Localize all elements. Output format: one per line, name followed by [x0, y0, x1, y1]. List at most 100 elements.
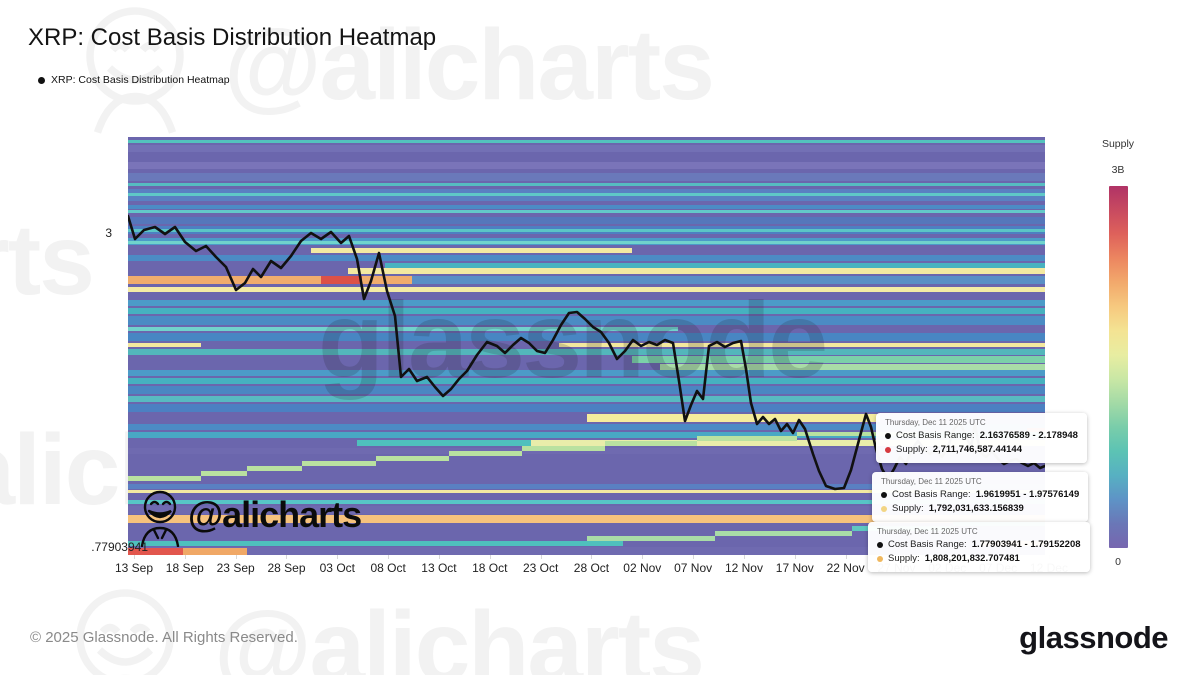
y-axis-label-bottom: .77903941 [91, 540, 148, 554]
x-axis-tick [438, 555, 440, 559]
heatmap-band [128, 404, 1045, 412]
glassnode-logo: glassnode [1019, 620, 1168, 655]
x-axis-label: 17 Nov [775, 561, 814, 575]
supply-dot-icon [881, 505, 887, 512]
heatmap-band [247, 466, 303, 471]
x-axis-tick [184, 555, 186, 559]
heatmap-band [128, 378, 1045, 384]
heatmap-band [128, 424, 1045, 430]
tooltip-range-label: Cost Basis Range: [892, 489, 971, 500]
x-axis-label: 07 Nov [674, 561, 713, 575]
heatmap-band [714, 531, 853, 536]
heatmap-band [128, 327, 679, 331]
alicharts-face-watermark-icon [86, 7, 184, 134]
x-axis-tick [489, 555, 491, 559]
tooltip-date: Thursday, Dec 11 2025 UTC [885, 418, 986, 427]
x-axis-label: 23 Sep [216, 561, 255, 575]
heatmap-band [302, 461, 376, 466]
tooltip-range-label: Cost Basis Range: [888, 539, 967, 550]
x-axis-tick [693, 555, 695, 559]
x-axis-label: 12 Nov [724, 561, 763, 575]
heatmap-band [696, 436, 798, 441]
heatmap-band [375, 456, 449, 461]
legend-item[interactable]: XRP: Cost Basis Distribution Heatmap [38, 74, 230, 86]
watermark-text: @alicharts [214, 590, 705, 675]
x-axis-tick [591, 555, 593, 559]
heatmap-band [183, 548, 248, 555]
heatmap-band [348, 268, 1045, 274]
heatmap-band [558, 343, 1045, 347]
heatmap-band [201, 471, 248, 476]
heatmap-band [128, 333, 1045, 341]
x-axis-label: 18 Sep [165, 561, 204, 575]
heatmap-band [128, 217, 1045, 224]
colorbar-min-label: 0 [1115, 556, 1121, 568]
heatmap-band [128, 173, 1045, 181]
x-axis-label: 13 Sep [114, 561, 154, 575]
x-axis-label: 02 Nov [623, 561, 662, 575]
supply-dot-icon [877, 555, 883, 562]
heatmap-band [128, 548, 184, 555]
tooltip-cell-1: Thursday, Dec 11 2025 UTC Cost Basis Ran… [876, 413, 1087, 463]
supply-dot-icon [885, 446, 891, 453]
tooltip-supply-value: 2,711,746,587.44144 [932, 443, 1022, 455]
heatmap-band [128, 255, 1045, 261]
x-axis-label: 13 Oct [421, 561, 457, 575]
heatmap-band [357, 440, 532, 446]
heatmap-band [128, 500, 1045, 504]
watermark-text: @alicharts [224, 8, 715, 121]
tooltip-cell-3: Thursday, Dec 11 2025 UTC Cost Basis Ran… [868, 522, 1090, 572]
heatmap-band [128, 541, 624, 546]
x-axis-tick [134, 555, 135, 559]
tooltip-supply-label: Supply: [888, 552, 920, 564]
x-axis-label: 03 Oct [319, 561, 355, 575]
tooltip-supply-value: 1,808,201,832.707481 [924, 552, 1020, 564]
x-axis-label: 08 Oct [370, 561, 406, 575]
heatmap-band [448, 451, 523, 456]
heatmap-band [311, 248, 633, 253]
heatmap-band [604, 441, 697, 446]
heatmap-band [128, 308, 1045, 314]
heatmap-band [128, 287, 1045, 292]
heatmap-band [128, 525, 1045, 531]
heatmap[interactable]: glassnode @alicharts [128, 137, 1045, 555]
x-axis-tick [794, 555, 796, 559]
alicharts-handle: @alicharts [188, 494, 362, 535]
tooltip-range-label: Cost Basis Range: [896, 430, 975, 441]
heatmap-band [320, 276, 362, 284]
heatmap-band [128, 241, 1045, 244]
heatmap-band [797, 432, 917, 436]
x-axis-tick [337, 555, 339, 559]
alicharts-logo: @alicharts [134, 485, 362, 547]
heatmap-band [128, 515, 1045, 523]
heatmap-band [128, 432, 1045, 438]
heatmap-band [128, 349, 1045, 355]
heatmap-band [128, 448, 1045, 454]
tooltip-range-value: 1.9619951 - 1.97576149 [975, 489, 1080, 500]
x-axis-tick [388, 555, 390, 559]
tooltip-supply-label: Supply: [892, 502, 924, 514]
heatmap-band [128, 386, 1045, 394]
copyright-text: © 2025 Glassnode. All Rights Reserved. [30, 629, 298, 646]
heatmap-band [128, 300, 1045, 306]
watermark-row-bottom: @alicharts [50, 572, 705, 675]
glassnode-watermark: glassnode [318, 279, 828, 400]
heatmap-band [128, 210, 1045, 213]
page-title: XRP: Cost Basis Distribution Heatmap [28, 24, 437, 51]
heatmap-band [128, 490, 1045, 493]
alicharts-face-watermark-icon [76, 589, 174, 675]
tooltip-range-value: 2.16376589 - 2.178948 [979, 430, 1078, 441]
x-axis-tick [286, 555, 288, 559]
colorbar-gradient [1109, 186, 1128, 548]
heatmap-band [128, 547, 1045, 555]
heatmap-band [412, 276, 1045, 284]
heatmap-band [128, 140, 1045, 143]
legend-marker-icon [38, 76, 45, 84]
x-axis-label: 18 Oct [472, 561, 508, 575]
watermark-row-mid1: @alicharts [0, 185, 95, 335]
heatmap-band [384, 263, 1045, 268]
x-axis-label: 23 Oct [522, 561, 559, 575]
heatmap-band [128, 476, 202, 481]
range-dot-icon [885, 432, 891, 439]
legend-label: XRP: Cost Basis Distribution Heatmap [51, 74, 230, 86]
